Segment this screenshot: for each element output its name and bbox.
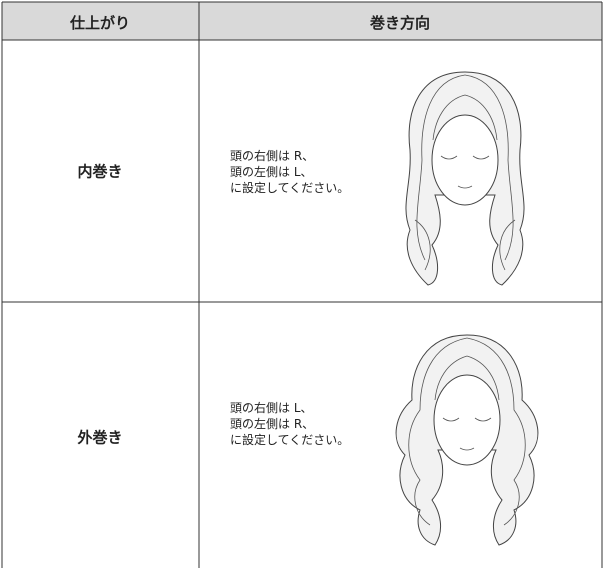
finish-label: 内巻き (77, 162, 123, 181)
inward-curl-illustration (405, 71, 525, 286)
instruction-line: 頭の右側は R、 (230, 149, 315, 163)
instruction-line: 頭の左側は L、 (230, 165, 313, 179)
instruction-line: 頭の右側は L、 (230, 401, 313, 415)
outward-curl-illustration (395, 334, 539, 546)
header-cell: 巻き方向 (369, 14, 431, 32)
finish-label: 外巻き (77, 428, 123, 447)
instruction-line: に設定してください。 (230, 433, 350, 447)
instruction-line: 頭の左側は R、 (230, 417, 315, 431)
header-cell: 仕上がり (69, 14, 131, 32)
header-background (2, 2, 602, 40)
instruction-line: に設定してください。 (230, 181, 350, 195)
